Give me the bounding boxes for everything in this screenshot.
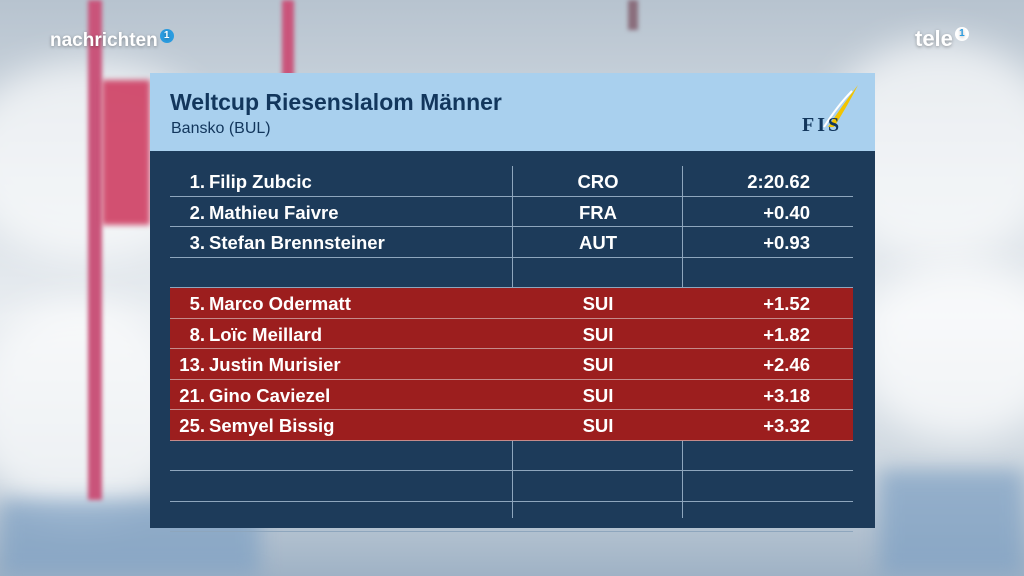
result-row: 3. Stefan Brennsteiner AUT +0.93: [170, 227, 853, 258]
result-rank: 2.: [189, 201, 205, 223]
result-name: Loïc Meillard: [209, 323, 323, 345]
panel-header: Weltcup Riesenslalom Männer Bansko (BUL)…: [150, 73, 875, 151]
results-panel: Weltcup Riesenslalom Männer Bansko (BUL)…: [150, 73, 875, 532]
result-row: [170, 441, 853, 471]
channel-logo-text: tele: [915, 26, 953, 51]
result-nation: AUT: [578, 232, 618, 253]
result-name: Mathieu Faivre: [209, 201, 339, 223]
result-time: +0.93: [763, 232, 810, 253]
result-nation: SUI: [582, 415, 614, 436]
result-time: +0.40: [763, 201, 810, 223]
fis-logo: FIS: [802, 85, 858, 136]
result-nation: SUI: [582, 384, 614, 406]
result-rank: 21.: [179, 384, 205, 406]
result-rank: 8.: [189, 323, 205, 345]
result-row: 1. Filip Zubcic CRO 2:20.62: [170, 166, 853, 197]
result-row: 25. Semyel Bissig SUI +3.32: [170, 410, 853, 441]
result-time: +1.82: [763, 323, 810, 345]
result-name: Filip Zubcic: [209, 171, 312, 192]
fis-logo-text: FIS: [802, 114, 842, 136]
result-name: Gino Caviezel: [209, 384, 331, 406]
result-nation: SUI: [582, 323, 614, 345]
results-table: 1. Filip Zubcic CRO 2:20.62 2. Mathieu Faivre…: [170, 166, 853, 532]
panel-title: Weltcup Riesenslalom Männer: [170, 89, 502, 115]
channel-logo-text: nachrichten: [50, 30, 158, 51]
result-rank: 3.: [189, 232, 205, 253]
result-row: 21. Gino Caviezel SUI +3.18: [170, 379, 853, 410]
result-row: 5. Marco Odermatt SUI +1.52: [170, 288, 853, 319]
result-time: +2.46: [763, 354, 810, 375]
result-name: Stefan Brennsteiner: [209, 232, 385, 253]
channel-logo-nachrichten: nachrichten 1: [50, 29, 174, 52]
channel-logo-badge: 1: [954, 27, 969, 41]
result-time: 2:20.62: [747, 171, 810, 192]
result-name: Semyel Bissig: [209, 415, 335, 436]
result-time: +1.52: [763, 293, 810, 314]
result-rank: 1.: [189, 171, 205, 192]
result-nation: SUI: [582, 354, 614, 375]
result-row: 2. Mathieu Faivre FRA +0.40: [170, 197, 853, 227]
result-row: [170, 502, 853, 532]
result-time: +3.18: [763, 384, 810, 406]
result-name: Marco Odermatt: [209, 293, 351, 314]
channel-logo-tele: tele 1: [915, 26, 969, 52]
result-nation: FRA: [578, 201, 618, 223]
result-row: [170, 258, 853, 288]
result-name: Justin Murisier: [209, 354, 341, 375]
result-row: 13. Justin Murisier SUI +2.46: [170, 349, 853, 380]
result-nation: CRO: [577, 171, 619, 192]
result-time: +3.32: [763, 415, 810, 436]
panel-subtitle: Bansko (BUL): [171, 120, 271, 137]
result-rank: 25.: [179, 415, 205, 436]
result-row: [170, 471, 853, 502]
result-nation: SUI: [582, 293, 614, 314]
result-rank: 5.: [189, 293, 205, 314]
channel-logo-badge: 1: [159, 29, 174, 43]
result-row: 8. Loïc Meillard SUI +1.82: [170, 318, 853, 349]
result-rank: 13.: [179, 354, 205, 375]
